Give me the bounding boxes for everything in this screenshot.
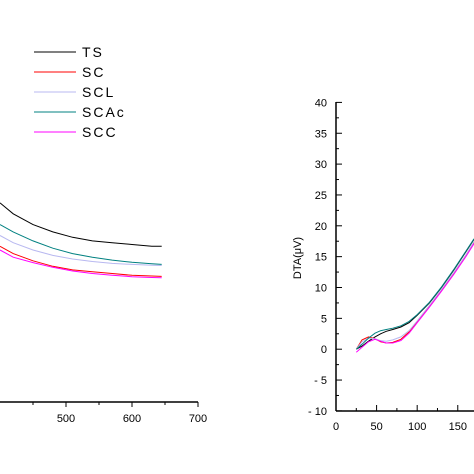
- left-series-line-2: [0, 235, 162, 266]
- right-chart: DTA(μV) - 10 - 5 0 5 10 15 20 25 30 35 40 0 50 100 15…: [292, 97, 474, 433]
- left-x-ticks: 500 600 700: [32, 402, 207, 425]
- right-y-tick-label: 25: [315, 190, 327, 202]
- right-y-tick-label: 30: [315, 159, 327, 171]
- right-series-line-2: [355, 241, 474, 350]
- right-y-tick-label: 5: [321, 313, 327, 325]
- legend-label: SCAc: [82, 104, 126, 120]
- left-x-tick-label: 600: [123, 413, 141, 425]
- left-series-line-3: [0, 224, 162, 265]
- right-y-tick-label: 10: [315, 283, 327, 295]
- left-series-line-1: [0, 245, 162, 277]
- right-y-ticks: - 10 - 5 0 5 10 15 20 25 30 35 40: [308, 97, 342, 418]
- left-legend: TS SC SCL SCAc SCC: [34, 44, 126, 140]
- right-x-tick-label: 50: [370, 421, 382, 433]
- left-series-line-0: [0, 202, 162, 247]
- legend-label: SC: [82, 64, 105, 80]
- left-chart: 500 600 700 TS SC SCL SCAc SCC: [0, 44, 207, 425]
- right-x-tick-label: 150: [449, 421, 467, 433]
- right-y-tick-label: - 10: [308, 406, 327, 418]
- left-plot-lines: [0, 202, 162, 279]
- right-x-ticks: 0 50 100 150: [333, 405, 467, 433]
- right-y-tick-label: 20: [315, 221, 327, 233]
- right-y-axis-title: DTA(μV): [292, 237, 304, 279]
- right-x-tick-label: 100: [408, 421, 426, 433]
- right-series-line-4: [355, 243, 474, 353]
- right-series-line-3: [355, 238, 474, 350]
- legend-label: TS: [82, 44, 104, 60]
- right-y-tick-label: 35: [315, 128, 327, 140]
- left-series-line-4: [0, 249, 162, 279]
- right-y-tick-label: - 5: [314, 375, 327, 387]
- left-x-tick-label: 500: [57, 413, 75, 425]
- legend-label: SCL: [82, 84, 115, 100]
- right-x-tick-label: 0: [333, 421, 339, 433]
- right-y-tick-label: 40: [315, 97, 327, 109]
- right-y-tick-label: 0: [321, 344, 327, 356]
- left-x-tick-label: 700: [189, 413, 207, 425]
- legend-label: SCC: [82, 124, 118, 140]
- right-plot-lines: [355, 238, 474, 353]
- right-series-line-0: [356, 239, 474, 350]
- right-y-tick-label: 15: [315, 252, 327, 264]
- right-series-line-1: [355, 242, 474, 350]
